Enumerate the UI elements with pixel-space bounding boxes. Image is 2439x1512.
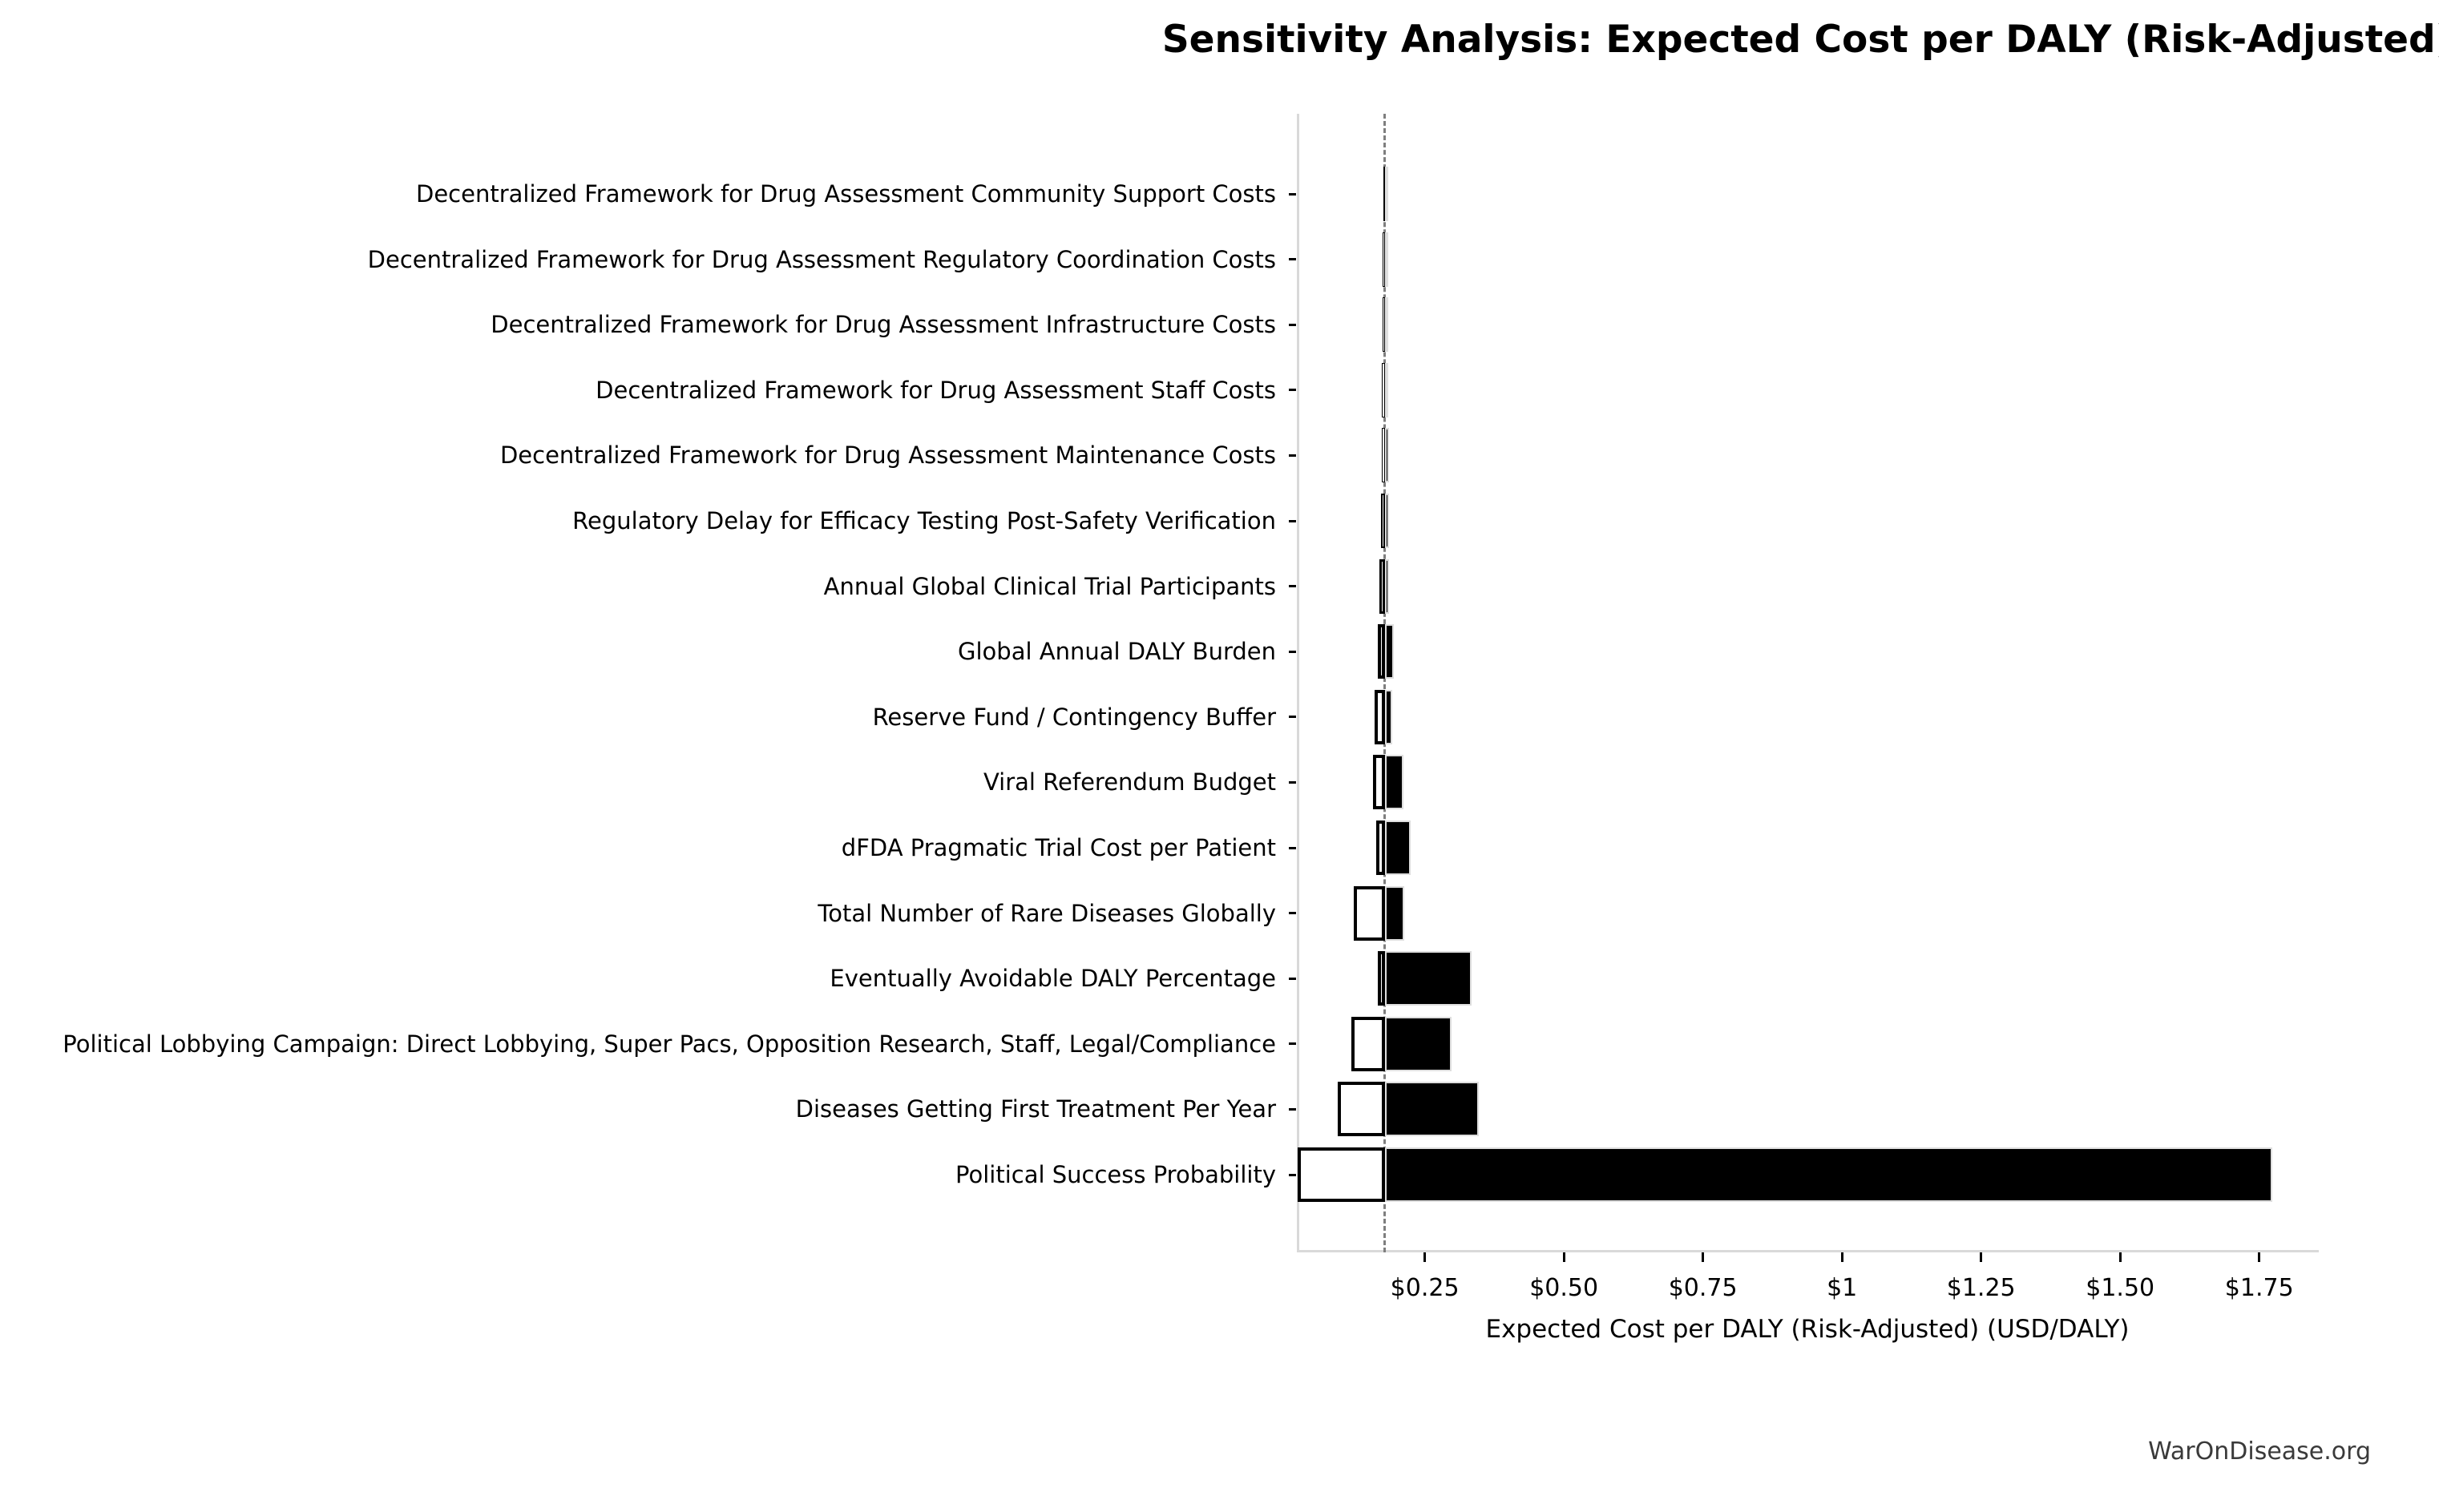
bar-low [1383,167,1385,221]
y-tick [1289,650,1296,653]
bar-low [1373,755,1385,810]
y-tick [1289,1173,1296,1176]
bar-high [1384,821,1411,875]
chart-title: Sensitivity Analysis: Expected Cost per … [1161,18,2439,62]
bar-low [1378,624,1385,679]
y-tick [1289,716,1296,719]
bar-high [1384,1082,1479,1137]
baseline-dashed-line [1383,114,1387,1252]
category-label: Annual Global Clinical Trial Participant… [823,572,1276,600]
bar-high [1384,1147,2272,1202]
category-label: Eventually Avoidable DALY Percentage [830,965,1276,993]
y-tick [1289,519,1296,522]
y-tick [1289,1107,1296,1111]
watermark: WarOnDisease.org [2148,1437,2371,1466]
bar-low [1377,951,1385,1006]
category-label: Political Success Probability [955,1161,1276,1188]
y-tick [1289,389,1296,392]
x-tick-label: $0.50 [1529,1274,1599,1302]
bar-low [1354,885,1385,941]
category-label: Decentralized Framework for Drug Assessm… [596,376,1276,404]
y-tick [1289,258,1296,261]
bar-low [1382,297,1385,353]
bar-high [1384,689,1393,744]
bar-low [1351,1016,1385,1071]
y-tick [1289,846,1296,849]
x-axis-spine [1297,1250,2319,1252]
category-label: Decentralized Framework for Drug Assessm… [367,245,1276,273]
bar-high [1384,297,1388,353]
y-tick [1289,977,1296,980]
x-tick [1980,1252,1983,1262]
x-tick [1702,1252,1705,1262]
bar-low [1337,1082,1385,1137]
bar-high [1384,624,1394,679]
x-tick-label: $0.25 [1390,1274,1460,1302]
y-axis-spine [1297,114,1299,1252]
category-label: Decentralized Framework for Drug Assessm… [416,180,1276,208]
bar-high [1384,885,1404,941]
x-tick [1562,1252,1565,1262]
x-axis-label: Expected Cost per DALY (Risk-Adjusted) (… [1485,1315,2130,1344]
x-tick-label: $0.75 [1668,1274,1738,1302]
bar-high [1384,232,1388,287]
y-tick [1289,585,1296,588]
bar-low [1375,689,1385,744]
plot-area [1289,114,2319,1262]
x-tick-label: $1 [1827,1274,1858,1302]
category-label: Global Annual DALY Burden [958,638,1276,666]
bar-high [1384,494,1389,548]
bar-high [1384,558,1390,614]
bar-low [1298,1147,1385,1202]
bar-low [1379,558,1385,614]
category-label: Diseases Getting First Treatment Per Yea… [795,1095,1276,1123]
x-tick-label: $1.75 [2224,1274,2294,1302]
y-tick [1289,323,1296,326]
x-tick [1840,1252,1843,1262]
category-label: dFDA Pragmatic Trial Cost per Patient [841,834,1276,861]
y-tick [1289,454,1296,457]
y-tick [1289,1042,1296,1046]
bar-high [1384,428,1389,483]
category-label: Political Lobbying Campaign: Direct Lobb… [63,1030,1276,1058]
category-label: Viral Referendum Budget [983,768,1276,796]
category-label: Total Number of Rare Diseases Globally [818,899,1276,927]
bar-low [1382,362,1385,417]
bar-high [1384,1016,1452,1071]
bar-low [1382,232,1385,287]
bar-high [1384,167,1388,221]
category-label: Decentralized Framework for Drug Assessm… [499,442,1276,470]
x-tick-label: $1.50 [2086,1274,2155,1302]
bar-low [1381,494,1385,548]
x-tick-label: $1.25 [1946,1274,2016,1302]
category-label: Decentralized Framework for Drug Assessm… [491,311,1276,339]
bar-high [1384,951,1472,1006]
x-tick [2258,1252,2261,1262]
bar-low [1375,821,1385,875]
y-tick [1289,912,1296,915]
bar-low [1382,428,1385,483]
y-tick [1289,780,1296,784]
bar-high [1384,755,1403,810]
x-tick [2118,1252,2122,1262]
bar-high [1384,362,1388,417]
x-tick [1423,1252,1427,1262]
y-tick [1289,192,1296,196]
category-label: Reserve Fund / Contingency Buffer [872,703,1276,731]
category-label: Regulatory Delay for Efficacy Testing Po… [572,507,1276,534]
